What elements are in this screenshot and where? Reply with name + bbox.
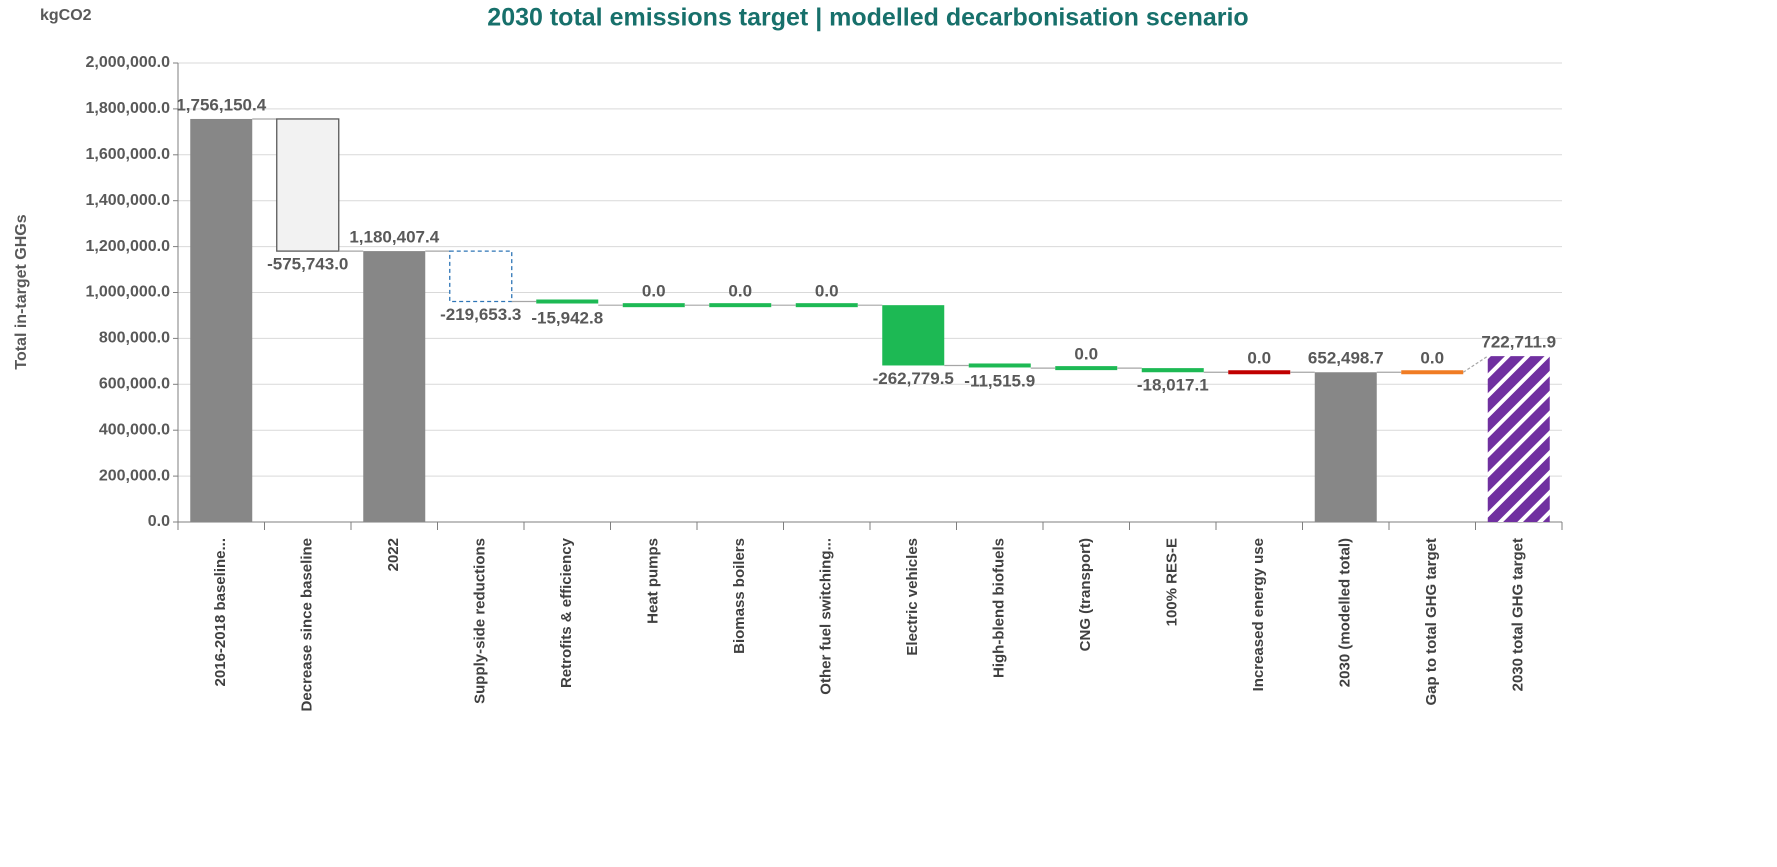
y-tick-label: 2,000,000.0: [85, 54, 170, 71]
bar: [536, 299, 599, 304]
bar: [276, 118, 340, 252]
value-label: 0.0: [728, 282, 752, 301]
x-tick-label: Other fuel switching...: [818, 538, 835, 695]
x-tick-label: 2022: [385, 538, 402, 571]
value-label: -219,653.3: [440, 305, 521, 324]
y-tick-label: 1,000,000.0: [85, 284, 170, 301]
x-tick-label: 2030 (modelled total): [1337, 538, 1354, 687]
y-tick-label: 600,000.0: [99, 376, 170, 393]
bar: [622, 303, 685, 308]
y-tick-label: 400,000.0: [99, 421, 170, 438]
y-tick-label: 1,800,000.0: [85, 100, 170, 117]
x-tick-label: CNG (transport): [1077, 538, 1094, 651]
bar: [1228, 370, 1291, 375]
bar: [190, 118, 253, 522]
bar: [1141, 368, 1204, 373]
value-label: 1,756,150.4: [176, 95, 266, 114]
bar: [1055, 366, 1118, 371]
value-label: -11,515.9: [964, 372, 1035, 391]
x-tick-label: Heat pumps: [645, 538, 662, 624]
bar: [709, 303, 772, 308]
value-label: 1,180,407.4: [349, 228, 439, 247]
value-label: -262,779.5: [873, 369, 954, 388]
x-tick-label: Gap to total GHG target: [1423, 538, 1440, 706]
value-label: 0.0: [815, 282, 839, 301]
y-tick-label: 200,000.0: [99, 467, 170, 484]
value-label: 0.0: [642, 282, 666, 301]
bar: [882, 305, 945, 366]
value-label: 652,498.7: [1308, 349, 1384, 368]
bar: [363, 251, 426, 522]
x-tick-label: 100% RES-E: [1164, 538, 1181, 626]
bar: [449, 250, 513, 303]
y-axis-label: Total in-target GHGs: [13, 214, 30, 369]
x-tick-label: Decrease since baseline: [299, 538, 316, 711]
value-label: 0.0: [1074, 345, 1098, 364]
y-tick-label: 0.0: [148, 513, 170, 530]
x-tick-label: 2030 total GHG target: [1510, 538, 1527, 691]
bar: [1401, 370, 1464, 375]
y-tick-label: 800,000.0: [99, 330, 170, 347]
value-label: -575,743.0: [267, 255, 348, 274]
chart-title: 2030 total emissions target | modelled d…: [487, 4, 1248, 32]
bar: [1314, 372, 1377, 522]
y-tick-label: 1,600,000.0: [85, 146, 170, 163]
x-tick-label: Increased energy use: [1250, 538, 1267, 691]
y-tick-label: 1,400,000.0: [85, 192, 170, 209]
connector: [1462, 355, 1489, 373]
value-label: 722,711.9: [1481, 333, 1556, 352]
x-tick-label: Supply-side reductions: [472, 538, 489, 704]
value-label: 0.0: [1247, 349, 1271, 368]
x-tick-label: Biomass boilers: [731, 538, 748, 654]
x-tick-label: High-blend biofuels: [991, 538, 1008, 678]
x-tick-label: Retrofits & efficiency: [558, 537, 575, 688]
x-tick-label: 2016-2018 baseline...: [212, 538, 229, 686]
value-label: -18,017.1: [1137, 376, 1209, 395]
value-label: 0.0: [1420, 349, 1444, 368]
x-tick-label: Electric vehicles: [904, 538, 921, 656]
bar: [1487, 356, 1550, 522]
bar: [795, 303, 858, 308]
unit-label: kgCO2: [40, 7, 92, 24]
bar: [968, 363, 1031, 368]
y-tick-label: 1,200,000.0: [85, 238, 170, 255]
value-label: -15,942.8: [531, 309, 603, 328]
